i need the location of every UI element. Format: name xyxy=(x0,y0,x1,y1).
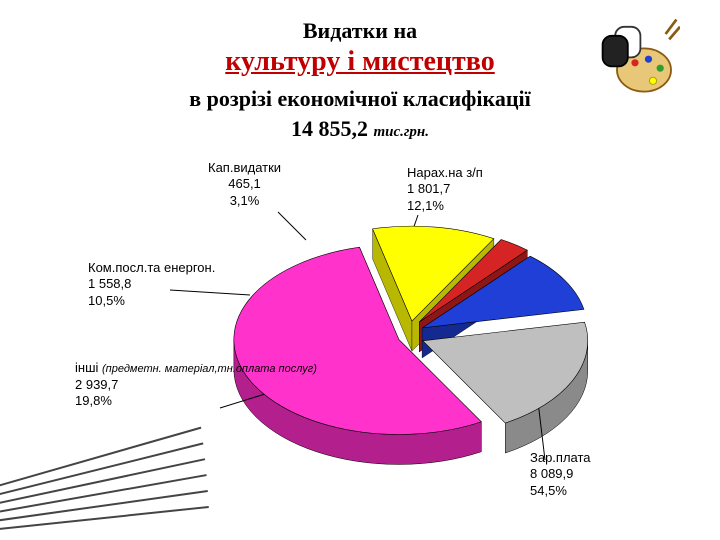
total-unit: тис.грн. xyxy=(373,124,429,140)
label-other: інші (предметн. матеріал,тн.оплата послу… xyxy=(75,360,317,409)
label-salary: Зар.плата 8 089,9 54,5% xyxy=(530,450,591,499)
slide: Видатки на культуру і мистецтво в розріз… xyxy=(0,0,720,540)
pie-chart: Зар.плата 8 089,9 54,5% Нарах.на з/п 1 8… xyxy=(100,160,640,520)
title-total: 14 855,2 тис.грн. xyxy=(0,116,720,142)
label-capex: Кап.видатки 465,1 3,1% xyxy=(208,160,281,209)
title-line-1: Видатки на xyxy=(0,18,720,44)
total-value: 14 855,2 xyxy=(291,116,368,141)
label-utilities: Ком.посл.та енергон. 1 558,8 10,5% xyxy=(88,260,215,309)
title-line-2: культуру і мистецтво xyxy=(0,46,720,78)
label-accruals: Нарах.на з/п 1 801,7 12,1% xyxy=(407,165,483,214)
title-line-3: в розрізі економічної класифікації xyxy=(0,86,720,112)
